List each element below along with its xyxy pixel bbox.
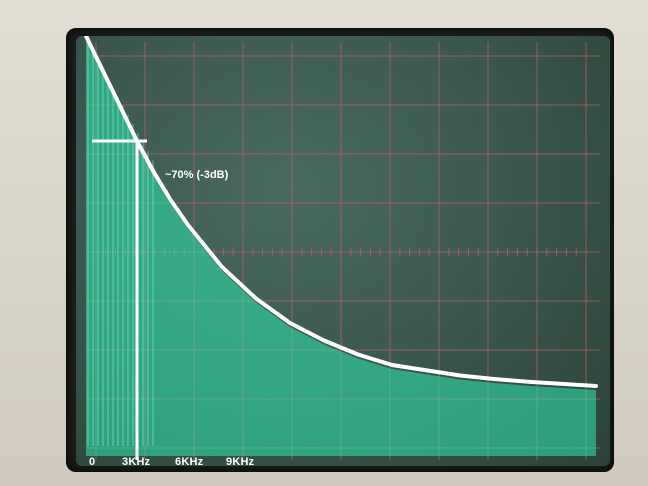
x-tick-label-9khz: 9KHz bbox=[226, 456, 255, 468]
response-point bbox=[458, 374, 462, 377]
response-fill bbox=[86, 40, 596, 456]
crt-screen bbox=[76, 36, 610, 466]
response-point bbox=[560, 382, 564, 386]
x-tick-label-6khz: 6KHz bbox=[175, 456, 204, 468]
response-point bbox=[169, 199, 173, 202]
x-tick-label-0: 0 bbox=[89, 456, 96, 468]
response-point bbox=[254, 297, 258, 300]
response-point bbox=[84, 36, 88, 38]
response-point bbox=[424, 369, 428, 372]
frequency-response-plot bbox=[84, 36, 600, 460]
response-point bbox=[118, 104, 122, 108]
response-point bbox=[322, 339, 326, 342]
response-point bbox=[152, 171, 156, 174]
response-point bbox=[526, 380, 530, 383]
x-tick-label-3khz: 3KHz bbox=[122, 456, 151, 468]
response-point bbox=[186, 223, 190, 227]
response-point bbox=[220, 265, 224, 269]
response-point bbox=[101, 69, 105, 73]
minus-3db-annotation: ~70% (-3dB) bbox=[165, 169, 229, 181]
response-point bbox=[288, 321, 292, 325]
response-point bbox=[356, 353, 360, 356]
response-point bbox=[390, 363, 394, 367]
response-point bbox=[594, 384, 598, 388]
response-point bbox=[492, 377, 496, 381]
